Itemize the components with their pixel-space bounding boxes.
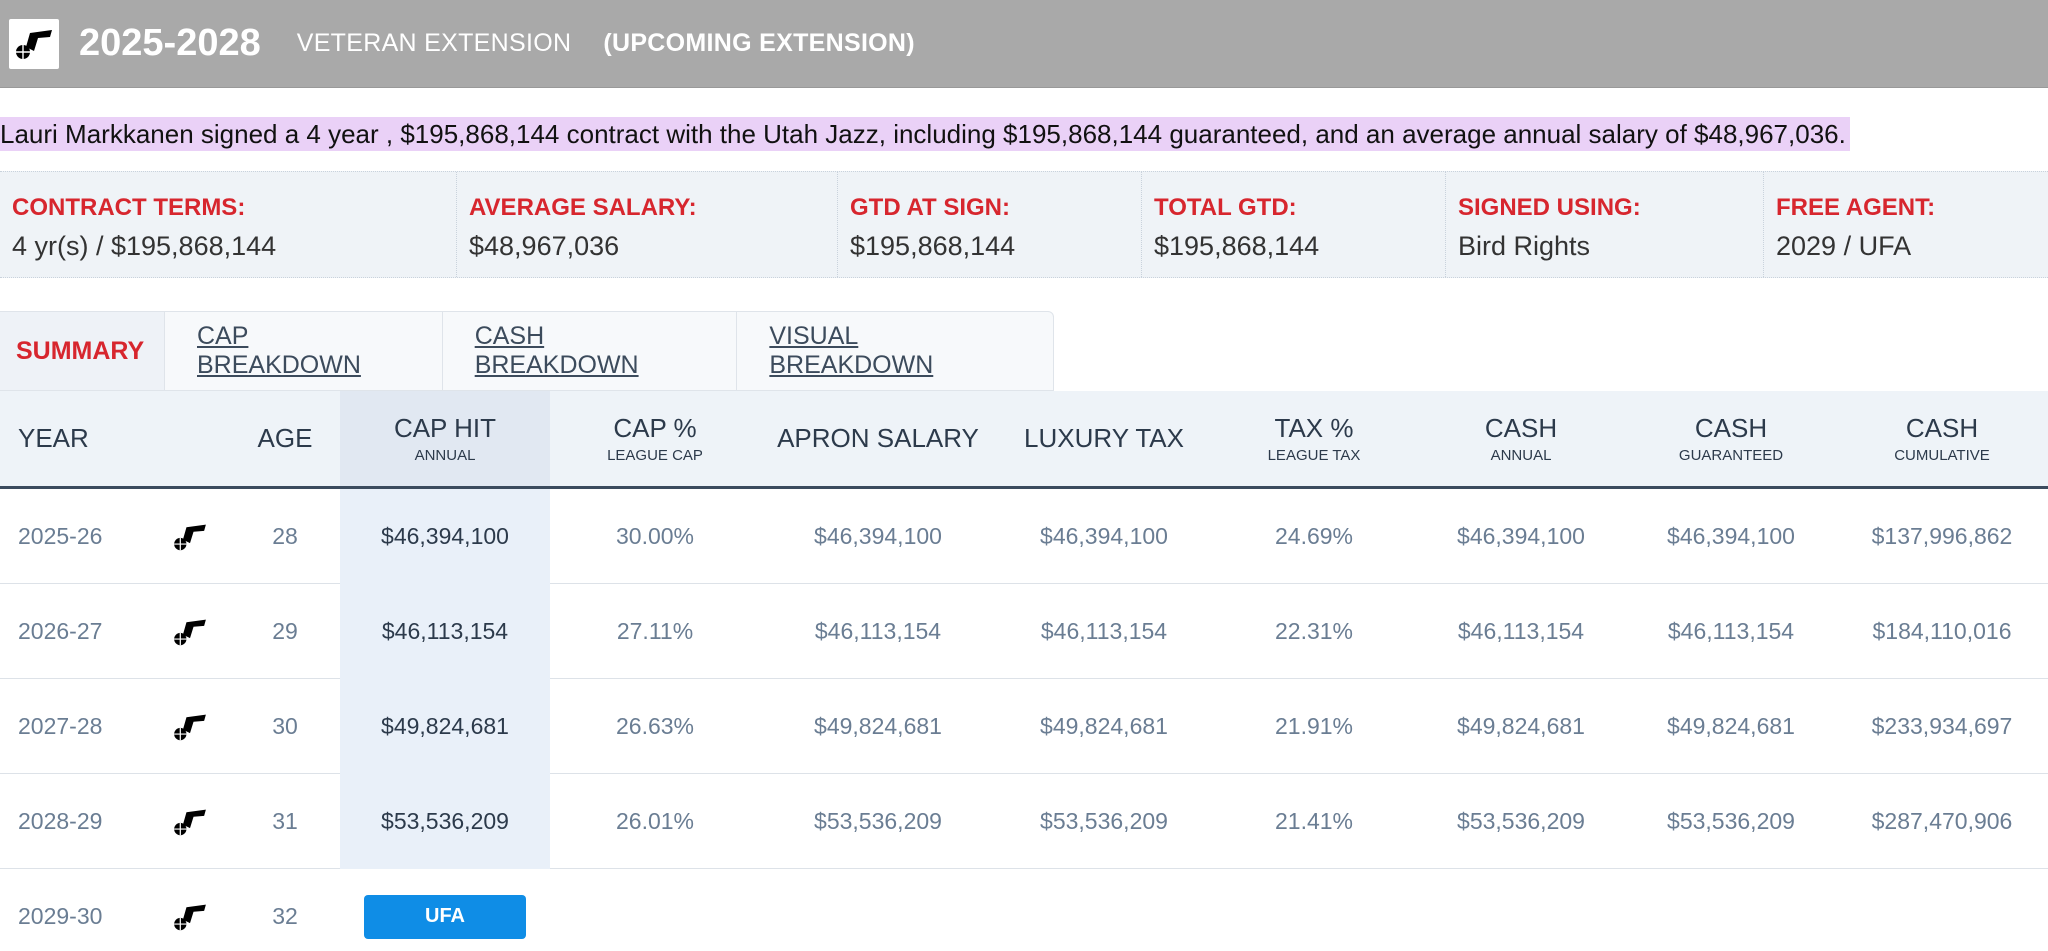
cell-cap-hit: $46,113,154	[340, 584, 550, 679]
cell-cap-pct: 26.63%	[615, 713, 694, 739]
cell-cash-cumulative: $184,110,016	[1872, 618, 2012, 644]
table-row: 2028-29 31 $53,536,209 26.01% $53,536,20…	[0, 774, 2048, 869]
term-label: GTD AT SIGN:	[850, 194, 1010, 221]
table-header: YEAR AGE CAP HIT ANNUAL CAP % LEAGUE CAP…	[0, 391, 2048, 489]
cell-year: 2029-30	[18, 903, 103, 929]
term-label: SIGNED USING:	[1458, 194, 1641, 221]
col-year: YEAR	[18, 423, 89, 453]
col-apron-salary: APRON SALARY	[777, 423, 979, 453]
team-logo-icon	[150, 774, 230, 869]
cell-tax-pct: 21.91%	[1274, 713, 1353, 739]
cell-luxury-tax: $46,113,154	[1040, 618, 1168, 644]
col-cash-annual: CASH ANNUAL	[1484, 413, 1558, 464]
cell-cash-guaranteed: $46,394,100	[1667, 523, 1795, 549]
cell-year: 2026-27	[18, 618, 103, 644]
table-row-ufa: 2029-30 32 UFA	[0, 869, 2048, 951]
contract-table: YEAR AGE CAP HIT ANNUAL CAP % LEAGUE CAP…	[0, 391, 2048, 951]
cell-apron: $46,394,100	[814, 523, 942, 549]
cell-apron: $46,113,154	[814, 618, 942, 644]
team-logo-icon	[150, 679, 230, 774]
contract-summary: Lauri Markkanen signed a 4 year , $195,8…	[0, 117, 1850, 151]
term-label: TOTAL GTD:	[1154, 194, 1297, 221]
team-logo-icon	[150, 869, 230, 951]
col-tax-pct: TAX % LEAGUE TAX	[1267, 413, 1361, 464]
cell-year: 2027-28	[18, 713, 103, 739]
cell-cap-hit: $46,394,100	[340, 489, 550, 584]
cell-age: 28	[272, 523, 298, 549]
cell-cash-cumulative: $287,470,906	[1871, 808, 2013, 834]
contract-terms: CONTRACT TERMS: 4 yr(s) / $195,868,144 A…	[0, 171, 2048, 278]
col-cash-cumulative: CASH CUMULATIVE	[1894, 413, 1990, 464]
cell-luxury-tax: $53,536,209	[1040, 808, 1168, 834]
term-value: $195,868,144	[850, 231, 1016, 261]
term-label: AVERAGE SALARY:	[469, 194, 697, 221]
cell-apron: $53,536,209	[814, 808, 942, 834]
cell-cash-cumulative: $137,996,862	[1871, 523, 2013, 549]
col-cap-pct: CAP % LEAGUE CAP	[607, 413, 703, 464]
tab-cap-breakdown[interactable]: CAP BREAKDOWN	[165, 312, 443, 390]
cell-year: 2028-29	[18, 808, 103, 834]
cell-tax-pct: 21.41%	[1274, 808, 1353, 834]
term-gtd-at-sign: GTD AT SIGN: $195,868,144	[838, 172, 1142, 277]
team-logo-icon	[150, 584, 230, 679]
cell-luxury-tax: $46,394,100	[1040, 523, 1168, 549]
cell-cash-annual: $53,536,209	[1457, 808, 1585, 834]
cell-cash-guaranteed: $53,536,209	[1667, 808, 1795, 834]
cell-tax-pct: 22.31%	[1274, 618, 1353, 644]
cell-age: 29	[272, 618, 298, 644]
cell-year: 2025-26	[18, 523, 103, 549]
contract-years: 2025-2028	[79, 22, 261, 64]
cell-cash-annual: $49,824,681	[1457, 713, 1585, 739]
cell-cap-hit: $49,824,681	[340, 679, 550, 774]
term-value: Bird Rights	[1458, 231, 1591, 261]
term-value: 4 yr(s) / $195,868,144	[12, 231, 277, 261]
term-average-salary: AVERAGE SALARY: $48,967,036	[457, 172, 838, 277]
cell-cash-annual: $46,394,100	[1457, 523, 1585, 549]
utah-jazz-logo-icon	[9, 18, 59, 69]
tab-visual-breakdown[interactable]: VISUAL BREAKDOWN	[769, 322, 934, 379]
col-age: AGE	[257, 423, 313, 453]
contract-note: (UPCOMING EXTENSION)	[603, 29, 915, 57]
tab-summary[interactable]: SUMMARY	[0, 312, 165, 390]
term-contract-terms: CONTRACT TERMS: 4 yr(s) / $195,868,144	[0, 172, 457, 277]
term-value: $48,967,036	[469, 231, 620, 261]
team-logo-icon	[150, 489, 230, 584]
table-row: 2027-28 30 $49,824,681 26.63% $49,824,68…	[0, 679, 2048, 774]
cell-cap-pct: 27.11%	[616, 618, 694, 644]
term-value: $195,868,144	[1154, 231, 1320, 261]
cell-cash-guaranteed: $49,824,681	[1667, 713, 1795, 739]
cell-cash-guaranteed: $46,113,154	[1667, 618, 1795, 644]
table-row: 2025-26 28 $46,394,100 30.00% $46,394,10…	[0, 489, 2048, 584]
term-free-agent: FREE AGENT: 2029 / UFA	[1764, 172, 2048, 277]
term-value: 2029 / UFA	[1776, 231, 1912, 261]
cell-cap-hit: UFA	[340, 869, 550, 951]
cell-age: 32	[272, 903, 298, 929]
contract-header: 2025-2028 VETERAN EXTENSION (UPCOMING EX…	[0, 0, 2048, 88]
ufa-badge: UFA	[364, 894, 526, 939]
col-luxury-tax: LUXURY TAX	[1024, 423, 1184, 453]
table-row: 2026-27 29 $46,113,154 27.11% $46,113,15…	[0, 584, 2048, 679]
contract-type: VETERAN EXTENSION	[296, 29, 572, 57]
term-signed-using: SIGNED USING: Bird Rights	[1446, 172, 1764, 277]
term-label: FREE AGENT:	[1776, 194, 1936, 221]
tab-cash-breakdown[interactable]: CASH BREAKDOWN	[443, 312, 738, 390]
col-cash-guaranteed: CASH GUARANTEED	[1678, 413, 1784, 464]
cell-age: 30	[272, 713, 298, 739]
cell-cap-hit: $53,536,209	[340, 774, 550, 869]
col-cap-hit: CAP HIT ANNUAL	[393, 413, 497, 464]
term-label: CONTRACT TERMS:	[12, 194, 246, 221]
breakdown-tabs: SUMMARY CAP BREAKDOWN CASH BREAKDOWN VIS…	[0, 311, 1054, 391]
term-total-gtd: TOTAL GTD: $195,868,144	[1142, 172, 1446, 277]
cell-apron: $49,824,681	[814, 713, 942, 739]
cell-age: 31	[272, 808, 298, 834]
cell-luxury-tax: $49,824,681	[1040, 713, 1168, 739]
cell-cash-annual: $46,113,154	[1457, 618, 1585, 644]
cell-cap-pct: 26.01%	[615, 808, 694, 834]
cell-cap-pct: 30.00%	[615, 523, 694, 549]
cell-cash-cumulative: $233,934,697	[1871, 713, 2013, 739]
cell-tax-pct: 24.69%	[1274, 523, 1353, 549]
